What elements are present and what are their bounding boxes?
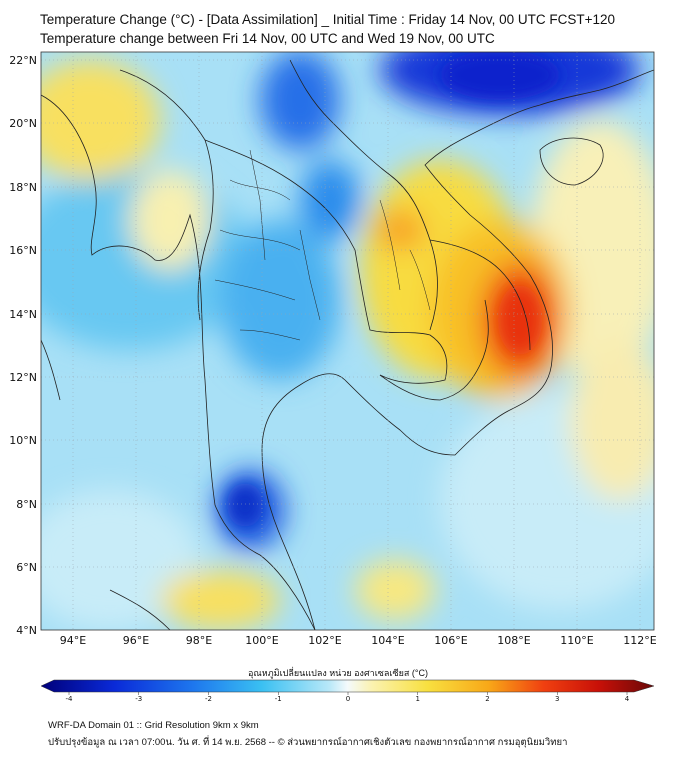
longitude-axis: 94°E 96°E 98°E 100°E 102°E 104°E 106°E 1… [60, 634, 657, 647]
footer-model-info: WRF-DA Domain 01 :: Grid Resolution 9km … [48, 720, 259, 731]
province-lines [214, 149, 431, 341]
colorbar-tick-label: 1 [416, 695, 420, 703]
coastline-hainan [539, 137, 604, 186]
coastline-gulf [261, 69, 654, 630]
lat-tick-label: 4°N [16, 624, 37, 637]
colorbar-tick-label: -1 [275, 695, 282, 703]
coastlines [41, 59, 654, 630]
coastline-mainland [41, 94, 316, 630]
border-myanmar [119, 69, 214, 321]
lat-tick-label: 16°N [9, 244, 37, 257]
lon-tick-label: 108°E [497, 634, 530, 647]
colorbar-title: อุณหภูมิเปลี่ยนแปลง หน่วย องศาเซลเซียส (… [248, 668, 428, 678]
lat-tick-label: 8°N [16, 498, 37, 511]
map-subtitle: Temperature change between Fri 14 Nov, 0… [40, 31, 495, 46]
latitude-axis: 22°N 20°N 18°N 16°N 14°N 12°N 10°N 8°N 6… [9, 54, 37, 637]
map-frame [40, 51, 655, 631]
colorbar-tick-label: -4 [66, 695, 74, 703]
temperature-field [41, 52, 654, 630]
lon-tick-label: 94°E [60, 634, 86, 647]
lon-tick-label: 110°E [560, 634, 593, 647]
lon-tick-label: 96°E [123, 634, 149, 647]
lat-tick-label: 10°N [9, 434, 37, 447]
lon-tick-label: 112°E [623, 634, 656, 647]
gridlines [41, 52, 654, 630]
map-title: Temperature Change (°C) - [Data Assimila… [40, 12, 615, 27]
lon-tick-label: 98°E [186, 634, 212, 647]
footer-credit: ปรับปรุงข้อมูล ณ เวลา 07:00น. วัน ศ. ที่… [48, 737, 568, 748]
border-laos [289, 59, 438, 331]
colorbar-bar [40, 679, 655, 693]
lat-tick-label: 18°N [9, 181, 37, 194]
colorbar-labels: -4 -3 -2 -1 0 1 2 3 4 [66, 695, 630, 703]
colorbar-tick-label: 2 [485, 695, 489, 703]
colorbar-tick-label: 4 [625, 695, 630, 703]
colorbar-ticks [68, 692, 628, 695]
lat-tick-label: 14°N [9, 308, 37, 321]
lat-tick-label: 22°N [9, 54, 37, 67]
lat-tick-label: 6°N [16, 561, 37, 574]
lon-tick-label: 106°E [434, 634, 467, 647]
coastline-sumatra [41, 339, 171, 630]
lat-tick-label: 12°N [9, 371, 37, 384]
border-thailand [204, 139, 448, 384]
lon-tick-label: 100°E [245, 634, 278, 647]
colorbar-tick-label: -3 [135, 695, 142, 703]
colorbar-tick-label: 3 [555, 695, 559, 703]
lat-tick-label: 20°N [9, 117, 37, 130]
colorbar-tick-label: -2 [205, 695, 212, 703]
border-vietnam [429, 239, 531, 351]
lon-tick-label: 102°E [308, 634, 341, 647]
colorbar: -4 -3 -2 -1 0 1 2 3 4 [40, 679, 655, 703]
border-cambodia [379, 299, 489, 401]
colorbar-tick-label: 0 [346, 695, 350, 703]
lon-tick-label: 104°E [371, 634, 404, 647]
